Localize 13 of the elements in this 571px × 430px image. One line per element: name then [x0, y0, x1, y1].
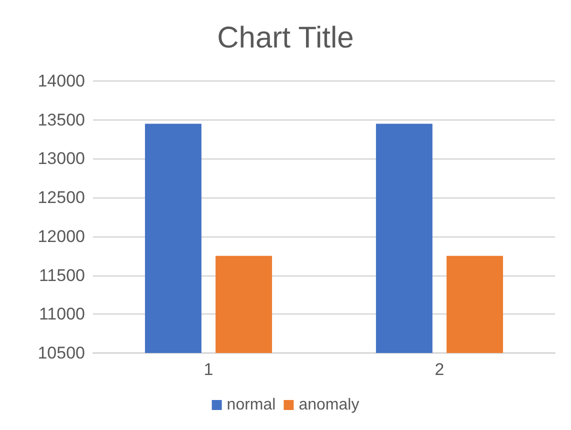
y-tick-label: 13500 — [38, 110, 85, 130]
y-tick-label: 13000 — [38, 149, 85, 168]
chart-title: Chart Title — [217, 22, 354, 54]
legend-label: normal — [226, 396, 276, 414]
y-tick-label: 14000 — [38, 72, 85, 90]
y-tick-label: 11500 — [38, 266, 85, 285]
y-tick-label: 11000 — [38, 304, 85, 324]
y-tick-label: 10500 — [38, 344, 85, 362]
y-tick-label: 12500 — [38, 188, 85, 208]
x-tick-label: 1 — [204, 360, 214, 379]
legend-label: anomaly — [298, 396, 360, 414]
y-tick-label: 12000 — [38, 226, 85, 246]
x-tick-label: 2 — [434, 360, 444, 379]
